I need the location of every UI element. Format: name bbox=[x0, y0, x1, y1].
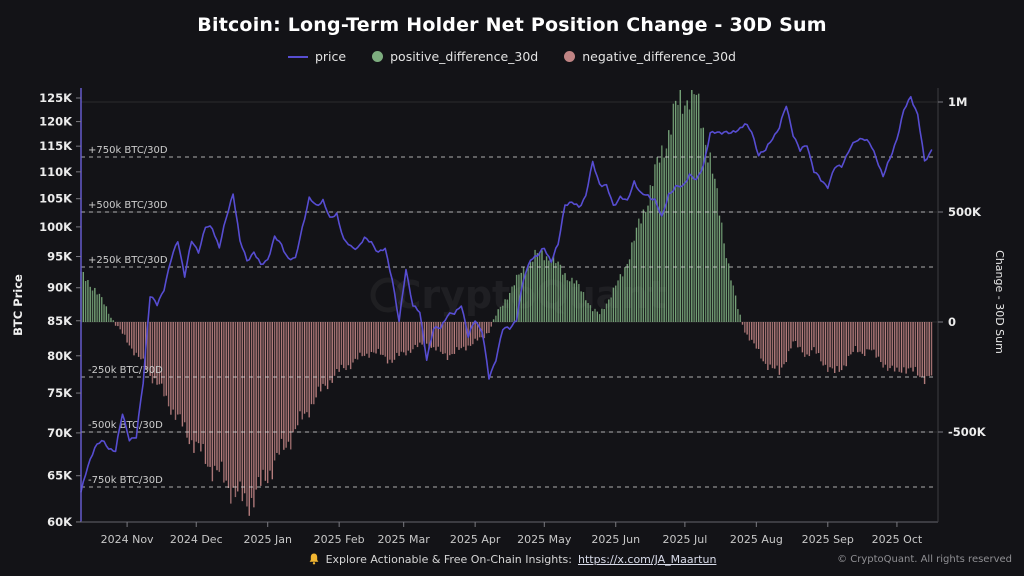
footer-cta-link[interactable]: https://x.com/JA_Maartun bbox=[577, 553, 717, 566]
left-axis-title: BTC Price bbox=[11, 274, 25, 336]
footer: Explore Actionable & Free On-Chain Insig… bbox=[0, 553, 1024, 571]
left-tick-label: 100K bbox=[39, 220, 73, 234]
price-line bbox=[80, 95, 933, 493]
x-tick-label: 2025 Apr bbox=[450, 533, 501, 546]
annotation-label: +750k BTC/30D bbox=[88, 145, 168, 156]
x-tick-label: 2025 Mar bbox=[378, 533, 431, 546]
left-tick-label: 95K bbox=[47, 250, 73, 264]
left-tick-label: 110K bbox=[39, 165, 73, 179]
legend-item-negative: negative_difference_30d bbox=[564, 49, 736, 64]
legend-label-price: price bbox=[314, 49, 347, 64]
footer-cta-text: Explore Actionable & Free On-Chain Insig… bbox=[325, 553, 572, 566]
x-tick-label: 2024 Dec bbox=[170, 533, 223, 546]
left-tick-label: 85K bbox=[47, 314, 73, 328]
x-tick-label: 2025 Sep bbox=[802, 533, 854, 546]
x-tick-label: 2025 May bbox=[517, 533, 572, 546]
left-tick-label: 65K bbox=[47, 469, 73, 483]
left-tick-label: 60K bbox=[47, 515, 73, 529]
positive-bars bbox=[80, 90, 741, 323]
left-tick-label: 105K bbox=[39, 192, 73, 206]
copyright: © CryptoQuant. All rights reserved bbox=[837, 554, 1012, 565]
x-tick-label: 2024 Nov bbox=[101, 533, 154, 546]
positive-dot-swatch bbox=[372, 51, 384, 62]
legend-label-positive: positive_difference_30d bbox=[390, 49, 539, 64]
left-tick-label: 125K bbox=[39, 91, 73, 105]
right-tick-label: 1M bbox=[948, 95, 967, 109]
legend-label-negative: negative_difference_30d bbox=[582, 49, 736, 64]
legend-item-price: price bbox=[287, 49, 347, 64]
left-tick-label: 75K bbox=[47, 386, 73, 400]
annotation-label: -750k BTC/30D bbox=[88, 475, 163, 486]
footer-cta: Explore Actionable & Free On-Chain Insig… bbox=[0, 553, 1024, 566]
negative-bars bbox=[114, 322, 933, 516]
x-tick-label: 2025 Jun bbox=[591, 533, 640, 546]
price-line-swatch bbox=[287, 55, 308, 58]
right-axis-title: Change - 30D Sum bbox=[993, 250, 1006, 354]
annotation-label: +500k BTC/30D bbox=[88, 200, 168, 211]
left-tick-label: 80K bbox=[47, 349, 73, 363]
legend-item-positive: positive_difference_30d bbox=[372, 49, 538, 64]
negative-dot-swatch bbox=[564, 51, 576, 62]
x-tick-label: 2025 Oct bbox=[872, 533, 923, 546]
left-tick-label: 90K bbox=[47, 281, 73, 295]
legend: price positive_difference_30d negative_d… bbox=[0, 49, 1024, 64]
bell-icon bbox=[309, 553, 318, 565]
chart-title: Bitcoin: Long-Term Holder Net Position C… bbox=[197, 14, 827, 36]
left-tick-label: 120K bbox=[39, 115, 73, 129]
annotation-label: -250k BTC/30D bbox=[88, 365, 163, 376]
right-tick-label: 0 bbox=[948, 315, 956, 329]
left-tick-label: 115K bbox=[39, 139, 73, 153]
left-tick-label: 70K bbox=[47, 426, 73, 440]
right-tick-label: -500K bbox=[948, 425, 987, 439]
x-tick-label: 2025 Feb bbox=[314, 533, 365, 546]
x-tick-label: 2025 Aug bbox=[730, 533, 783, 546]
annotation-label: +250k BTC/30D bbox=[88, 255, 168, 266]
x-tick-label: 2025 Jan bbox=[243, 533, 291, 546]
right-tick-label: 500K bbox=[948, 205, 982, 219]
x-tick-label: 2025 Jul bbox=[663, 533, 708, 546]
